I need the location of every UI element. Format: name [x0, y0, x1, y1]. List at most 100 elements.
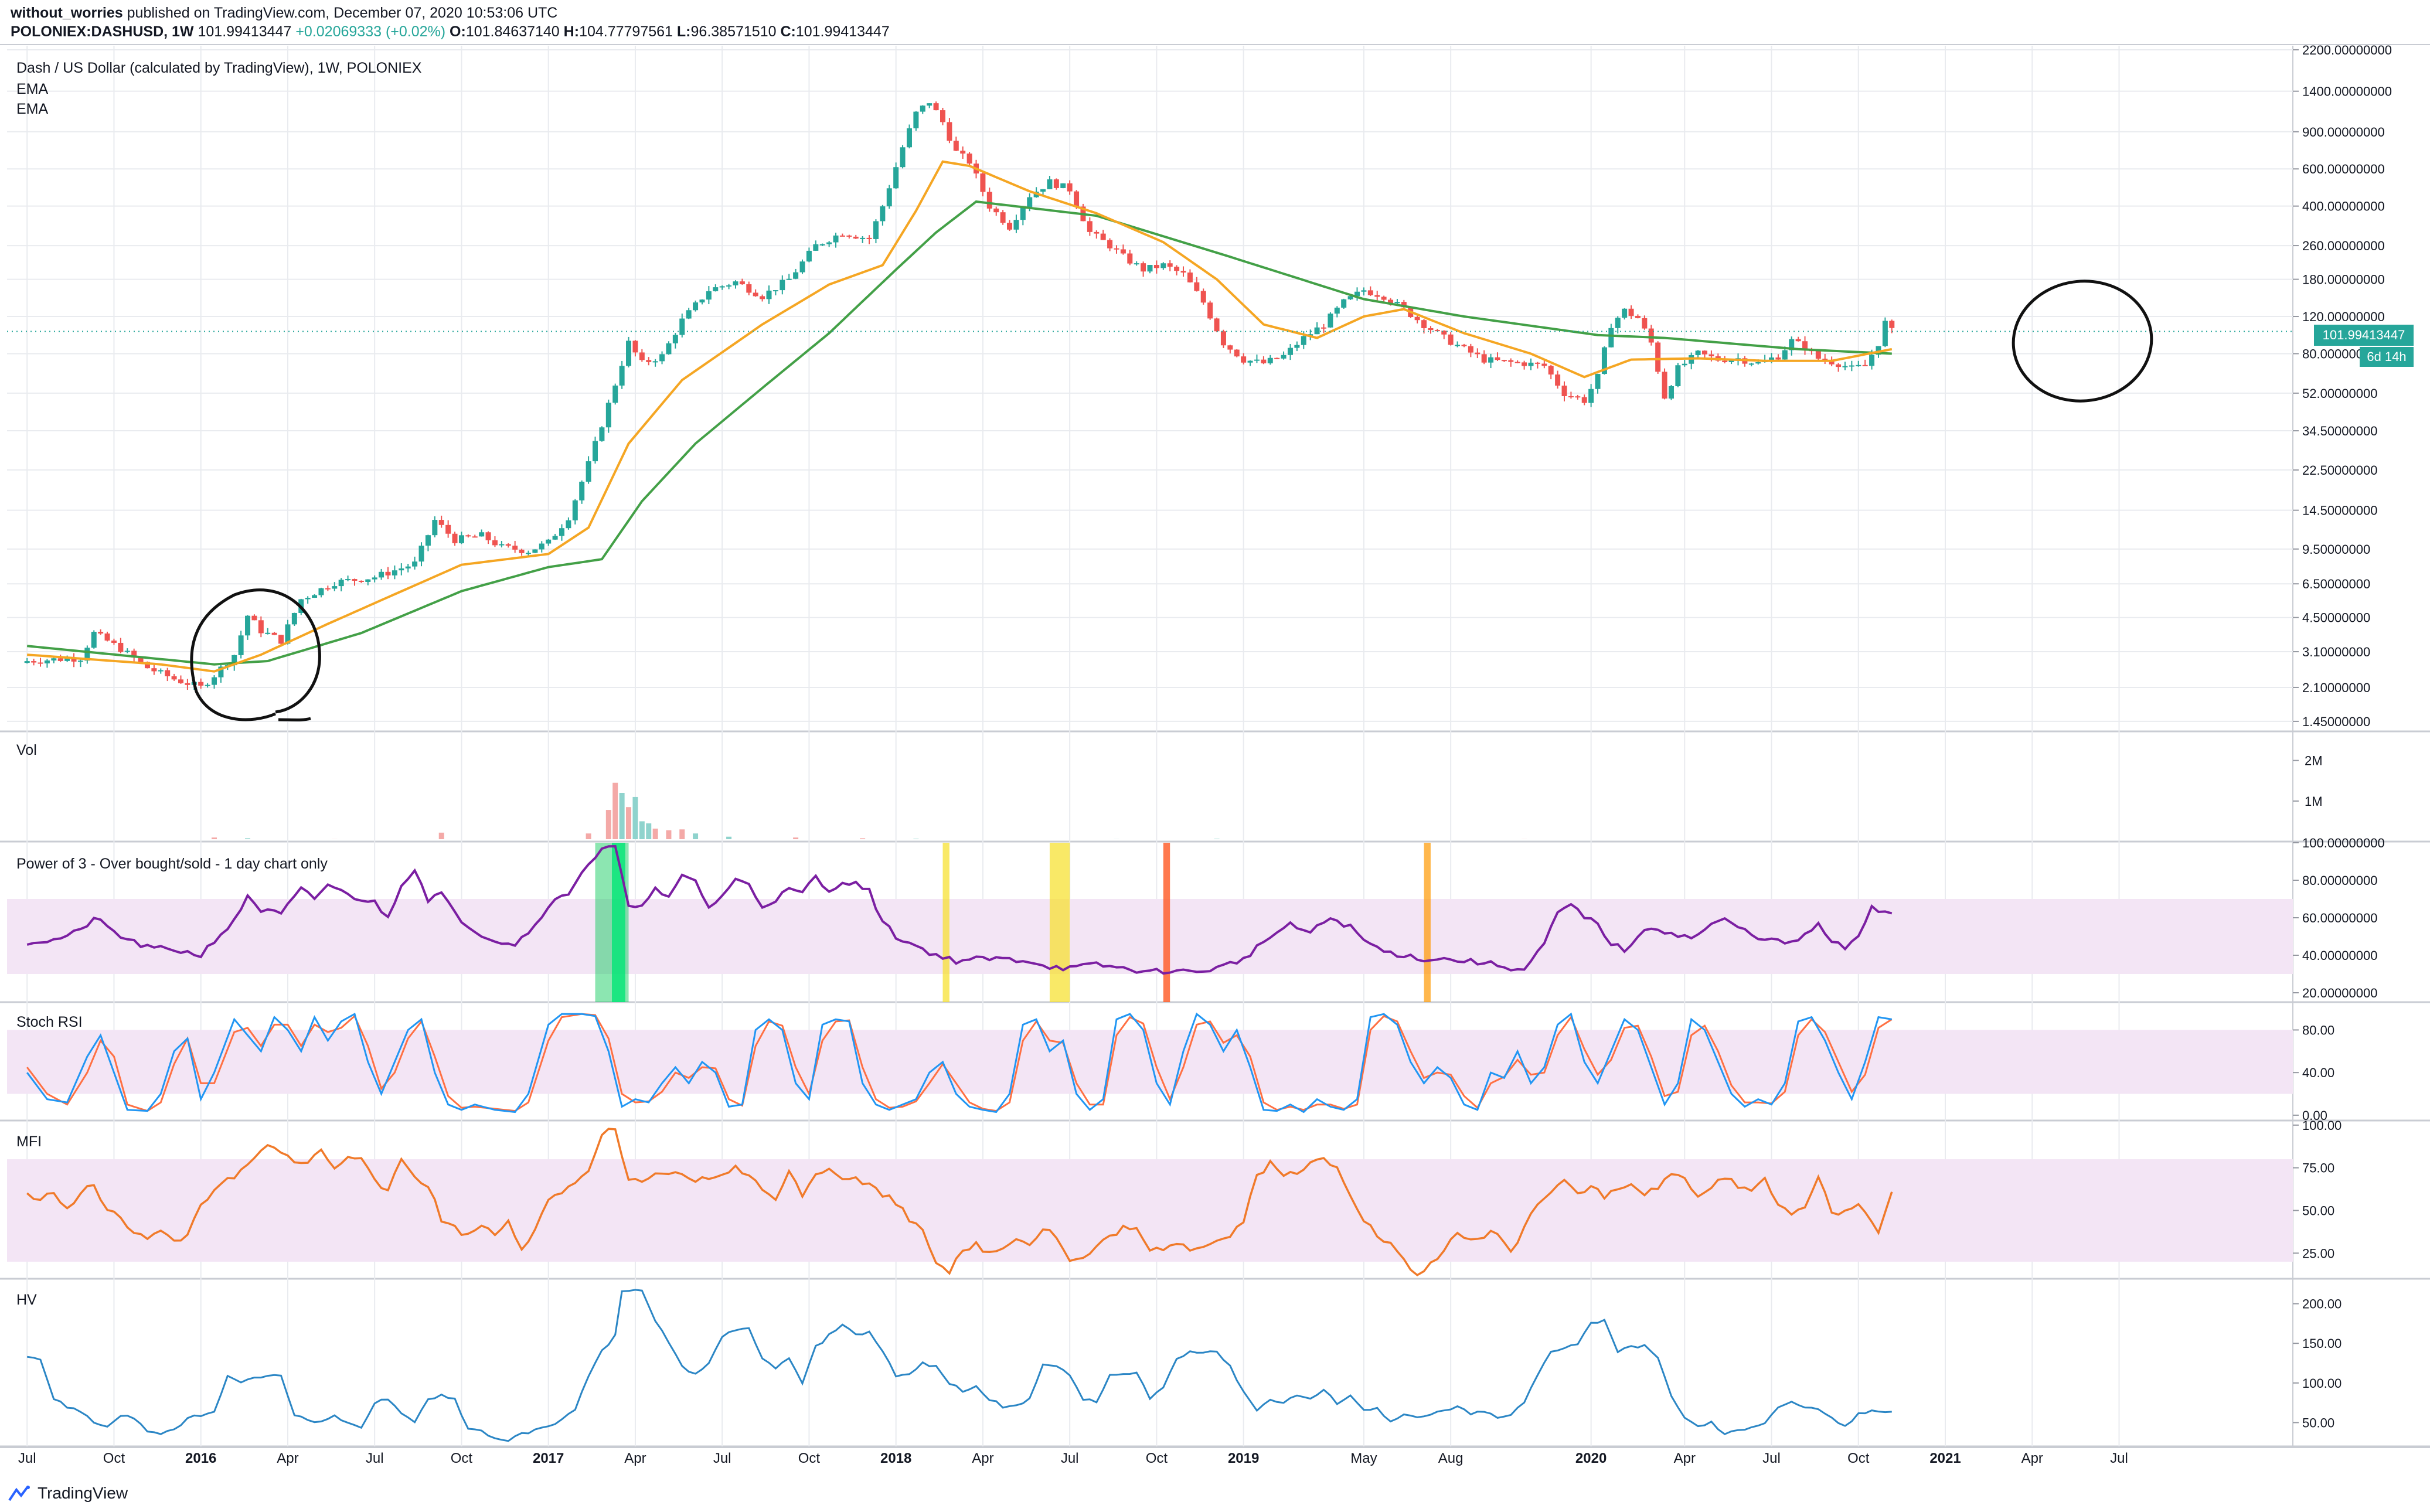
- candle-body: [1160, 263, 1166, 268]
- candle-body: [1889, 321, 1895, 328]
- candle-body: [1247, 360, 1253, 363]
- candle-body: [1495, 357, 1500, 360]
- last-price: 101.99413447: [198, 23, 292, 40]
- candle-body: [1180, 271, 1186, 273]
- volume-bar: [666, 830, 672, 839]
- candle-body: [1869, 355, 1875, 366]
- volume-bar: [245, 838, 251, 839]
- candle-body: [539, 543, 544, 550]
- ema-fast-legend[interactable]: EMA: [16, 81, 49, 97]
- candle-body: [1608, 328, 1614, 348]
- volume-bar: [860, 838, 866, 839]
- y-tick-label: 1M: [2305, 794, 2323, 809]
- candle-body: [1040, 189, 1046, 192]
- circle-annotation-2016: [190, 588, 321, 721]
- candle-body: [839, 235, 845, 237]
- candle-body: [1374, 295, 1380, 297]
- candle-body: [1261, 359, 1267, 363]
- candle-body: [1876, 346, 1881, 355]
- volume-bar: [586, 833, 591, 839]
- candle-body: [1074, 191, 1080, 207]
- author-name[interactable]: without_worries: [11, 5, 123, 21]
- x-tick-label: Oct: [1146, 1450, 1168, 1466]
- candle-body: [1301, 336, 1306, 345]
- candle-body: [1013, 220, 1019, 230]
- candle-body: [405, 566, 411, 568]
- background-layer: [0, 44, 2430, 1448]
- x-tick-label: Apr: [624, 1450, 646, 1466]
- candle-body: [479, 532, 485, 537]
- candle-body: [1214, 318, 1220, 332]
- candle-body: [258, 620, 264, 634]
- y-tick-label: 52.00000000: [2302, 386, 2377, 401]
- candle-body: [652, 361, 658, 363]
- candle-body: [44, 660, 50, 663]
- candle-body: [519, 549, 525, 553]
- candle-body: [886, 188, 892, 207]
- candle-body: [866, 237, 872, 239]
- candle-body: [1782, 350, 1788, 360]
- candle-body: [1522, 362, 1527, 366]
- candle-body: [64, 658, 70, 661]
- candle-body: [345, 579, 351, 581]
- candle-body: [679, 318, 685, 335]
- candle-body: [1455, 345, 1461, 346]
- candle-body: [559, 528, 564, 536]
- y-tick-label: 75.00: [2302, 1161, 2334, 1176]
- volume-pane-title: Vol: [16, 742, 37, 758]
- candle-body: [719, 286, 725, 288]
- candle-body: [1281, 355, 1287, 359]
- candle-body: [1127, 253, 1133, 264]
- x-tick-label: Apr: [1674, 1450, 1696, 1466]
- candle-body: [1815, 350, 1821, 359]
- candle-body: [739, 281, 745, 285]
- candle-body: [271, 632, 277, 635]
- x-tick-label: Oct: [103, 1450, 125, 1466]
- candle-body: [906, 128, 912, 148]
- candle-body: [1849, 365, 1854, 367]
- ema-slow-legend[interactable]: EMA: [16, 101, 49, 117]
- candle-body: [1274, 357, 1280, 359]
- candle-body: [532, 549, 538, 553]
- candle-body: [1501, 360, 1507, 362]
- x-tick-label: 2016: [185, 1450, 216, 1466]
- candle-body: [84, 648, 90, 661]
- candle-body: [1655, 342, 1661, 372]
- y-tick-label: 4.50000000: [2302, 611, 2370, 625]
- candle-body: [1053, 179, 1059, 188]
- candle-body: [893, 167, 899, 189]
- candle-body: [1167, 263, 1173, 267]
- ohlc-bar: POLONIEX:DASHUSD, 1W 101.99413447 +0.020…: [11, 23, 890, 40]
- candle-body: [666, 343, 672, 355]
- candle-body: [1448, 334, 1454, 345]
- candle-body: [1287, 348, 1293, 355]
- candle-body: [1100, 233, 1106, 240]
- candle-body: [860, 237, 866, 239]
- candle-body: [1775, 357, 1781, 360]
- candle-body: [1220, 331, 1226, 346]
- y-tick-label: 900.00000000: [2302, 125, 2385, 139]
- candle-body: [853, 236, 859, 239]
- y-tick-label: 60.00000000: [2302, 911, 2377, 925]
- candle-body: [205, 685, 210, 686]
- publish-info: without_worries published on TradingView…: [11, 5, 557, 22]
- candle-body: [118, 642, 124, 652]
- candle-body: [746, 284, 752, 293]
- candle-body: [1320, 327, 1326, 329]
- candle-body: [1441, 331, 1447, 335]
- candle-body: [1434, 330, 1440, 332]
- y-tick-label: 50.00: [2302, 1203, 2334, 1218]
- power3-line: [26, 844, 1893, 975]
- candle-body: [1267, 357, 1273, 363]
- candle-body: [632, 340, 638, 353]
- candle-body: [38, 662, 43, 664]
- candle-body: [1695, 350, 1701, 355]
- candle-body: [218, 666, 224, 677]
- volume-bar: [652, 828, 658, 839]
- tradingview-footer[interactable]: TradingView: [8, 1484, 128, 1503]
- candle-body: [1147, 265, 1153, 272]
- candle-body: [1561, 385, 1567, 396]
- candle-body: [813, 244, 819, 251]
- ema-slow-line: [27, 200, 1892, 666]
